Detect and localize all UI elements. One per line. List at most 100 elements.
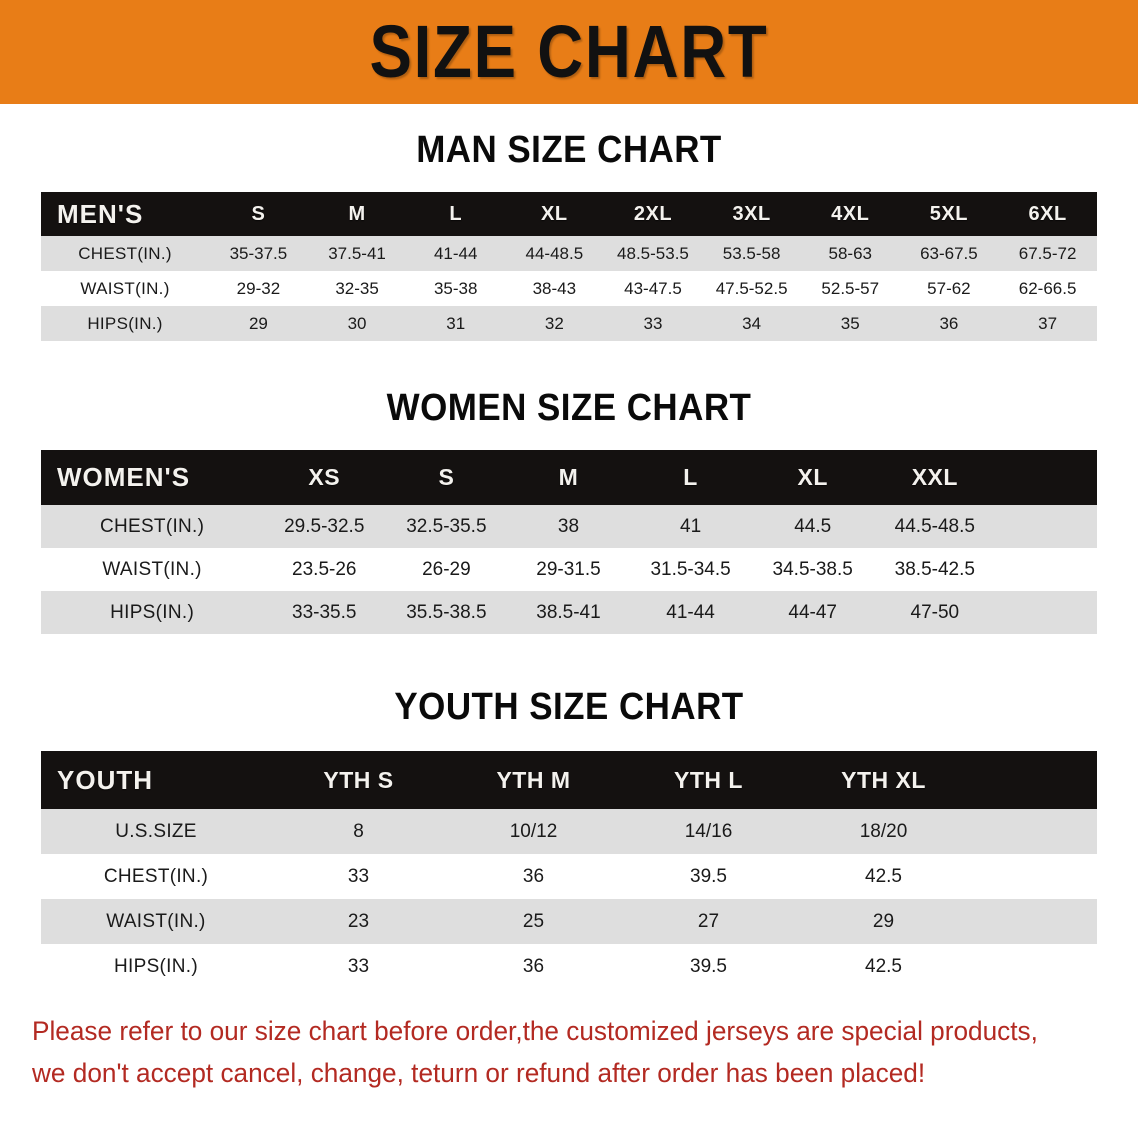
table-cell: 38.5-42.5 (894, 558, 975, 580)
table-cell: 34.5-38.5 (772, 558, 853, 580)
youth-column-header-yth-l: YTH L (674, 766, 743, 793)
table-cell: 26-29 (422, 558, 471, 580)
youth-row-label: CHEST(IN.) (103, 865, 209, 887)
table-cell: 42.5 (865, 865, 902, 887)
table-cell: 27 (697, 910, 720, 932)
table-cell: 41-44 (433, 243, 478, 263)
women-column-header-xs: XS (308, 464, 341, 490)
table-cell: 32 (544, 313, 564, 333)
table-cell: 37.5-41 (328, 243, 386, 263)
women-chart-wrapper: WOMEN'S XS S M L XL XXL CHEST(IN.) 29.5-32.5 32… (41, 450, 1097, 634)
table-cell: 33 (347, 865, 370, 887)
youth-size-table: YOUTH YTH S YTH M YTH L YTH XL U.S.SIZE 8 10/… (41, 751, 1097, 989)
table-cell: 41 (680, 515, 702, 537)
youth-row-filler (971, 944, 1097, 989)
table-cell: 38-43 (532, 278, 577, 298)
women-table-header: WOMEN'S XS S M L XL XXL (41, 450, 1097, 505)
table-row: CHEST(IN.) 33 36 39.5 42.5 (41, 854, 1097, 899)
table-row: WAIST(IN.) 23 25 27 29 (41, 899, 1097, 944)
table-cell: 44.5-48.5 (894, 515, 975, 537)
table-cell: 30 (347, 313, 367, 333)
women-size-table: WOMEN'S XS S M L XL XXL CHEST(IN.) 29.5-32.5 32… (41, 450, 1097, 634)
table-cell: 36 (522, 865, 545, 887)
man-row-label: HIPS(IN.) (87, 313, 163, 333)
man-column-header-2xl: 2XL (633, 202, 673, 225)
youth-row-filler (971, 809, 1097, 854)
table-cell: 25 (522, 910, 545, 932)
women-section-title: WOMEN SIZE CHART (386, 387, 752, 429)
youth-column-header-yth-m: YTH M (496, 766, 571, 793)
table-cell: 63-67.5 (920, 243, 978, 263)
table-cell: 47-50 (910, 601, 960, 623)
women-column-header-m: M (558, 464, 579, 490)
women-row-filler (996, 505, 1097, 548)
table-cell: 31 (446, 313, 466, 333)
women-row-label: HIPS(IN.) (110, 601, 195, 623)
women-row-label: WAIST(IN.) (102, 558, 202, 580)
table-cell: 47.5-52.5 (715, 278, 788, 298)
women-table-body: CHEST(IN.) 29.5-32.5 32.5-35.5 38 41 44.5 44.5… (41, 505, 1097, 634)
table-cell: 29.5-32.5 (284, 515, 365, 537)
youth-row-filler (971, 854, 1097, 899)
page-title: SIZE CHART (369, 10, 769, 93)
table-cell: 14/16 (684, 820, 733, 842)
table-row: U.S.SIZE 8 10/12 14/16 18/20 (41, 809, 1097, 854)
table-cell: 32.5-35.5 (406, 515, 487, 537)
youth-table-body: U.S.SIZE 8 10/12 14/16 18/20 CHEST(IN.) 33 36 39… (41, 809, 1097, 989)
table-row: CHEST(IN.) 29.5-32.5 32.5-35.5 38 41 44.5 44.5… (41, 505, 1097, 548)
table-cell: 37 (1038, 313, 1058, 333)
man-column-header-4xl: 4XL (831, 202, 870, 225)
table-cell: 39.5 (690, 865, 727, 887)
man-corner-label: MEN'S (57, 198, 144, 229)
table-cell: 33 (347, 955, 370, 977)
youth-corner-label: YOUTH (57, 764, 153, 795)
table-cell: 29 (872, 910, 895, 932)
youth-chart-wrapper: YOUTH YTH S YTH M YTH L YTH XL U.S.SIZE 8 10/… (41, 751, 1097, 989)
table-cell: 43-47.5 (624, 278, 682, 298)
table-cell: 67.5-72 (1018, 243, 1077, 263)
table-cell: 35-38 (433, 278, 478, 298)
table-cell: 10/12 (509, 820, 558, 842)
table-cell: 39.5 (690, 955, 727, 977)
youth-header-filler (971, 751, 1097, 809)
table-cell: 48.5-53.5 (617, 243, 689, 263)
table-cell: 35.5-38.5 (406, 601, 487, 623)
table-cell: 38 (557, 515, 580, 537)
table-row: HIPS(IN.) 33 36 39.5 42.5 (41, 944, 1097, 989)
table-cell: 62-66.5 (1018, 278, 1077, 298)
table-cell: 42.5 (865, 955, 902, 977)
table-cell: 18/20 (859, 820, 908, 842)
table-cell: 52.5-57 (821, 278, 880, 298)
table-cell: 35 (840, 313, 860, 333)
youth-section-title: YOUTH SIZE CHART (394, 686, 744, 728)
man-row-label: WAIST(IN.) (80, 278, 170, 298)
man-header-row: MEN'S S M L XL 2XL 3XL 4XL 5XL 6XL (41, 192, 1097, 236)
women-header-row: WOMEN'S XS S M L XL XXL (41, 450, 1097, 505)
table-row: WAIST(IN.) 29-32 32-35 35-38 38-43 43-47.5 47.… (41, 271, 1097, 306)
table-cell: 41-44 (666, 601, 715, 623)
table-row: CHEST(IN.) 35-37.5 37.5-41 41-44 44-48.5 48.5… (41, 236, 1097, 271)
youth-row-label: HIPS(IN.) (114, 955, 198, 977)
man-column-header-6xl: 6XL (1028, 202, 1067, 225)
table-cell: 23 (347, 910, 370, 932)
man-row-label: CHEST(IN.) (78, 243, 172, 263)
women-column-header-xxl: XXL (911, 464, 958, 490)
women-row-filler (996, 548, 1097, 591)
table-cell: 57-62 (927, 278, 971, 298)
women-row-label: CHEST(IN.) (99, 515, 205, 537)
man-column-header-3xl: 3XL (732, 202, 771, 225)
women-column-header-l: L (683, 464, 698, 490)
table-cell: 44-47 (788, 601, 837, 623)
disclaimer-line-2: we don't accept cancel, change, teturn o… (32, 1057, 926, 1088)
table-cell: 32-35 (335, 278, 379, 298)
women-column-header-s: S (438, 464, 455, 490)
youth-row-label: U.S.SIZE (115, 820, 197, 842)
table-cell: 23.5-26 (292, 558, 357, 580)
table-cell: 8 (353, 820, 364, 842)
table-cell: 34 (742, 313, 762, 333)
table-cell: 36 (522, 955, 545, 977)
youth-header-row: YOUTH YTH S YTH M YTH L YTH XL (41, 751, 1097, 809)
table-cell: 36 (939, 313, 959, 333)
table-cell: 33-35.5 (292, 601, 357, 623)
women-row-filler (996, 591, 1097, 634)
